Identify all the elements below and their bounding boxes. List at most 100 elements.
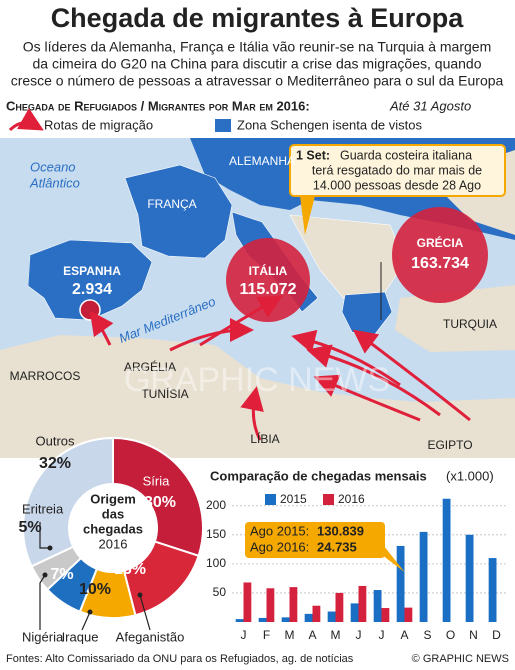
slice-name: Iraque <box>62 629 99 644</box>
bar <box>396 545 405 622</box>
x-tick-label: M <box>285 628 295 642</box>
ocean-label: Oceano <box>30 159 76 174</box>
subtitle: cresce o número de pessoas a atravessar … <box>11 73 504 89</box>
route-arrow <box>291 329 401 387</box>
turkey <box>395 285 515 352</box>
x-tick-label: D <box>492 628 501 642</box>
country-label: EGIPTO <box>427 438 472 452</box>
x-tick-label: O <box>446 628 455 642</box>
leader-dot <box>47 545 53 551</box>
route-arrow <box>313 374 421 422</box>
bar <box>350 603 359 622</box>
map: 1 Set: Guarda costeira italiana terá res… <box>0 138 515 458</box>
ocean-label: Atlântico <box>29 175 80 190</box>
donut-slice <box>112 436 204 558</box>
arrival-name: ITÁLIA <box>249 263 288 278</box>
legend-label: 2015 <box>280 492 307 506</box>
route-arrow <box>240 386 264 441</box>
bar-title: Comparação de chegadas mensais <box>210 468 427 483</box>
legend-arrow <box>8 108 44 132</box>
country-label: MARROCOS <box>10 369 81 383</box>
callout-label: Ago 2016: <box>250 539 309 554</box>
bar <box>465 534 474 622</box>
slice-name: Eritreia <box>22 501 64 516</box>
donut-title: Origem <box>90 491 136 506</box>
x-tick-label: S <box>423 628 431 642</box>
bar <box>281 617 290 622</box>
bar <box>419 531 428 622</box>
slice-value: 5% <box>18 519 41 536</box>
bar <box>373 590 382 622</box>
country-label: ALEMANHA <box>229 154 295 168</box>
bar <box>335 592 344 622</box>
callout-text: Guarda costeira italiana <box>340 148 472 162</box>
bar-unit: (x1.000) <box>446 468 494 483</box>
callout-label: Ago 2015: <box>250 523 309 538</box>
section-date: Até 31 Agosto <box>389 98 471 113</box>
atlantic <box>0 195 30 290</box>
bar <box>258 617 267 622</box>
iberia <box>27 239 153 321</box>
callout-box <box>245 522 385 558</box>
arrival-name: GRÉCIA <box>417 235 464 250</box>
bar <box>235 619 244 622</box>
slice-name: Nigéria <box>22 629 64 644</box>
x-tick-label: J <box>379 628 385 642</box>
route-arrow <box>89 310 114 346</box>
slice-value: 30% <box>144 494 176 511</box>
leader-line <box>39 522 50 549</box>
y-tick-label: 200 <box>206 498 226 512</box>
callout-pointer <box>300 196 315 235</box>
leader-dot <box>87 609 93 615</box>
donut-title: chegadas <box>83 521 143 536</box>
bar <box>312 605 321 622</box>
y-tick-label: 100 <box>206 556 226 570</box>
country-label: FRANÇA <box>147 197 196 211</box>
spain-circle <box>79 299 101 321</box>
legend-routes: Rotas de migração <box>44 117 153 132</box>
donut-slice <box>22 436 114 568</box>
x-tick-label: F <box>263 628 270 642</box>
x-tick-label: J <box>356 628 362 642</box>
leader-line <box>39 574 46 630</box>
x-tick-label: J <box>241 628 247 642</box>
subtitle: Os líderes da Alemanha, França e Itália … <box>23 39 491 55</box>
leader-dot <box>137 592 143 598</box>
bar <box>358 585 367 622</box>
callout-value: 24.735 <box>317 539 357 554</box>
country-label: TUNÍSIA <box>141 386 188 401</box>
bar <box>442 498 451 622</box>
country-label: LÍBIA <box>250 431 279 446</box>
bar <box>327 611 336 622</box>
donut-title: das <box>102 506 124 521</box>
bar <box>381 608 390 622</box>
slice-value: 10% <box>79 581 111 598</box>
subtitle: da cimeira do G20 na China para discutir… <box>32 56 481 72</box>
legend-swatch <box>215 119 231 132</box>
bar <box>266 588 275 622</box>
bar <box>243 582 252 622</box>
callout-text: 14.000 pessoas desde 28 Ago <box>313 178 481 192</box>
route-arrow <box>169 318 254 352</box>
title: Chegada de migrantes à Europa <box>51 3 465 33</box>
france <box>124 164 233 259</box>
callout-box <box>289 144 506 197</box>
x-tick-label: A <box>308 628 316 642</box>
route-arrow <box>352 329 471 422</box>
x-tick-label: N <box>469 628 478 642</box>
arrival-value: 163.734 <box>411 255 469 272</box>
bar <box>304 613 313 622</box>
legend-label: 2016 <box>338 492 365 506</box>
country-label: TURQUIA <box>443 317 497 331</box>
bar <box>404 607 413 622</box>
slice-name: Outros <box>35 433 75 448</box>
bar <box>488 558 497 622</box>
route-arrow <box>306 344 441 417</box>
source: Fontes: Alto Comissariado da ONU para os… <box>6 653 354 665</box>
watermark: GRAPHIC NEWS <box>124 361 390 399</box>
leader-dot <box>42 572 48 578</box>
x-tick-label: M <box>331 628 341 642</box>
arrival-value: 2.934 <box>72 281 112 298</box>
slice-value: 32% <box>39 455 71 472</box>
